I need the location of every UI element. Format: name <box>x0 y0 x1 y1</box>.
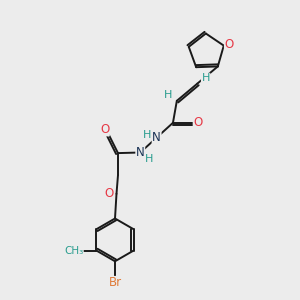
Text: H: H <box>145 154 153 164</box>
Text: O: O <box>224 38 234 51</box>
Text: Br: Br <box>108 277 122 290</box>
Text: H: H <box>202 73 210 83</box>
Text: CH₃: CH₃ <box>64 246 83 256</box>
Text: O: O <box>194 116 203 129</box>
Text: H: H <box>164 91 173 100</box>
Text: O: O <box>100 123 109 136</box>
Text: O: O <box>104 187 114 200</box>
Text: H: H <box>143 130 151 140</box>
Text: N: N <box>152 131 161 144</box>
Text: N: N <box>136 146 145 159</box>
